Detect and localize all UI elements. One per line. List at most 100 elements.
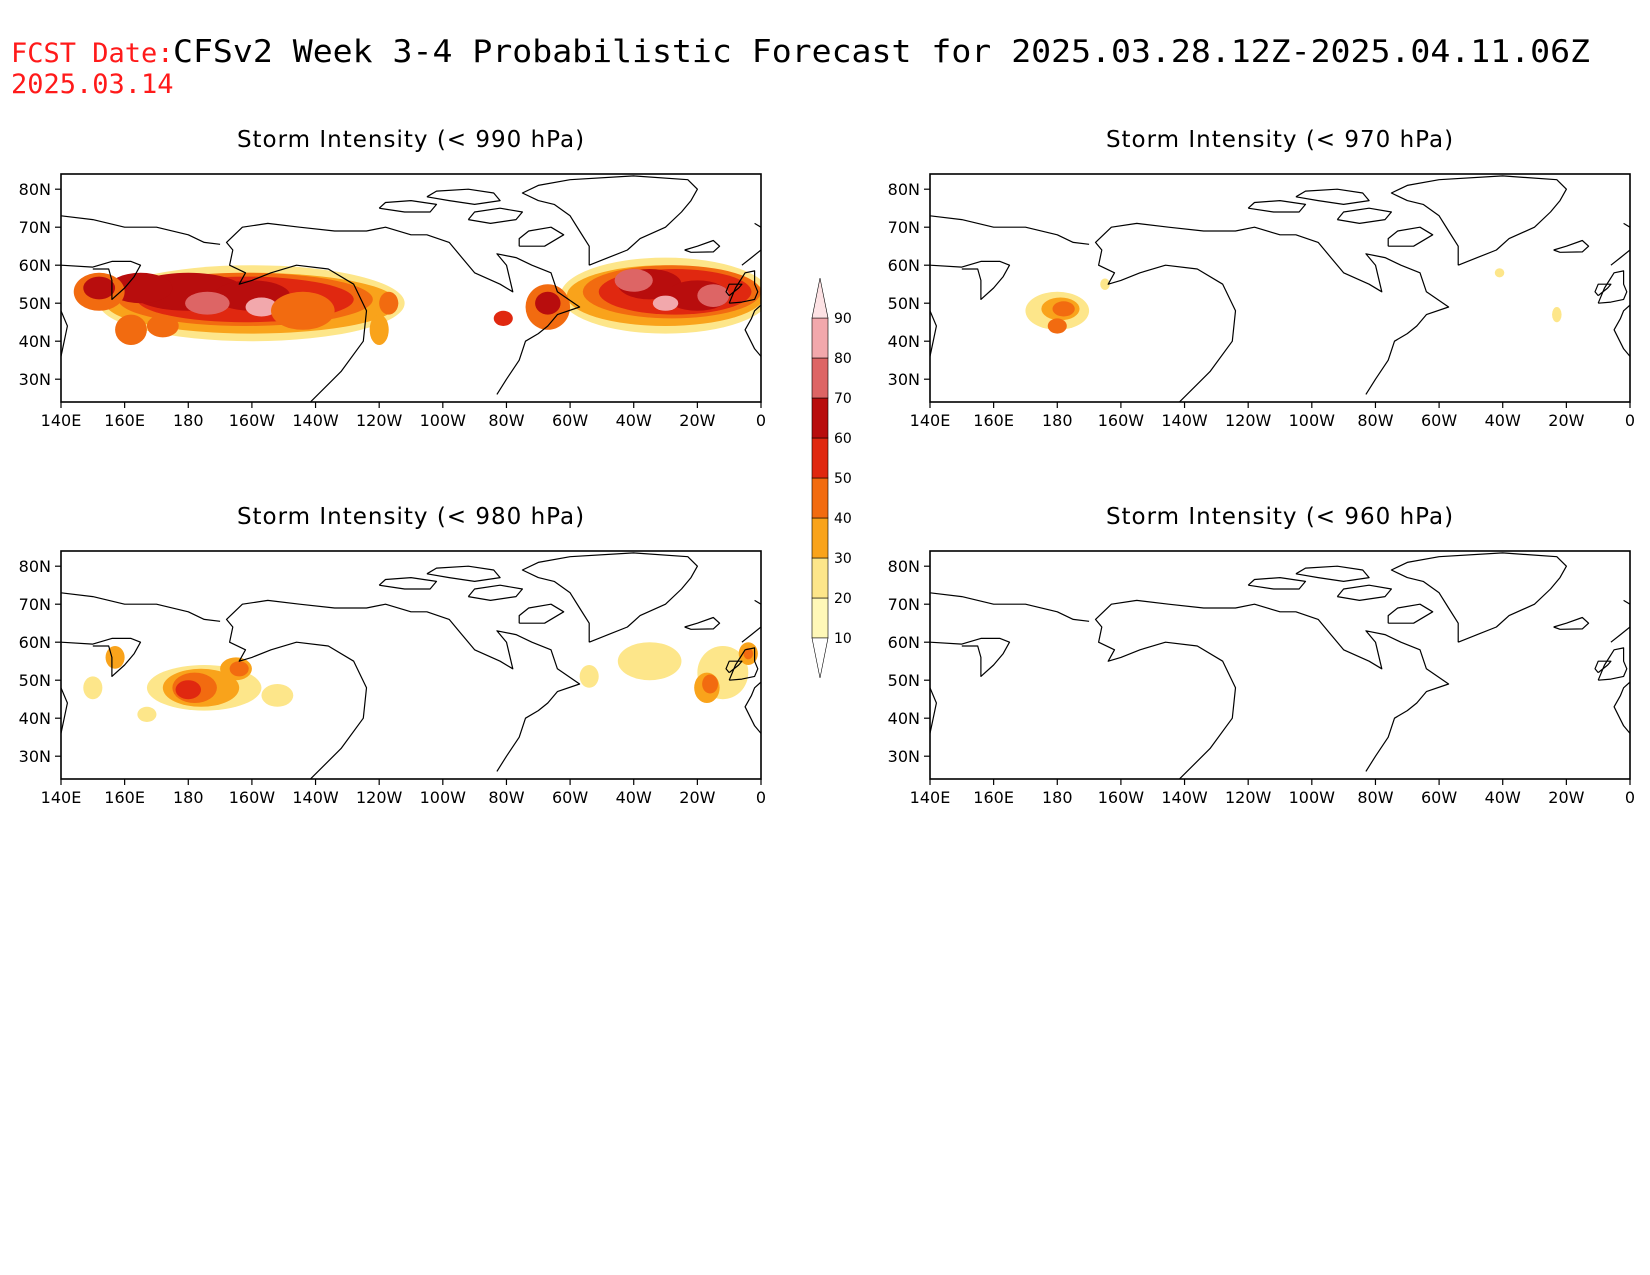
panel-970-hpa: Storm Intensity (< 970 hPa) 140E 160E 180 1…	[888, 127, 1635, 430]
coastline	[1336, 584, 1392, 601]
lon-tick-label: 60W	[1421, 788, 1457, 807]
probability-blob	[261, 684, 294, 707]
probability-blob	[1494, 268, 1505, 278]
lon-tick-label: 180	[173, 411, 204, 430]
colorbar-segment	[811, 477, 829, 519]
lat-tick-label: 40N	[888, 709, 920, 728]
lon-tick-label: 140W	[292, 788, 339, 807]
coastline	[1387, 603, 1434, 624]
colorbar-segment	[811, 357, 829, 399]
coastline	[1553, 616, 1590, 630]
lat-tick-label: 40N	[888, 332, 920, 351]
probability-blob	[245, 297, 278, 317]
coastline	[741, 599, 761, 643]
coastline	[1390, 552, 1567, 643]
coastline	[684, 616, 721, 630]
coastline	[744, 681, 761, 734]
fcst-date-value: 2025.03.14	[11, 69, 174, 100]
lon-tick-label: 140W	[1161, 411, 1208, 430]
lon-tick-label: 100W	[1289, 788, 1336, 807]
lon-tick-label: 120W	[356, 411, 403, 430]
lon-tick-label: 160E	[973, 788, 1014, 807]
probability-blob	[115, 314, 147, 345]
coastline	[1613, 304, 1630, 357]
coastline	[930, 215, 1090, 245]
lon-tick-label: 60W	[552, 411, 588, 430]
probability-blob	[146, 314, 179, 338]
lon-tick-label: 40W	[616, 788, 652, 807]
map-frame	[929, 173, 1631, 403]
lon-tick-label: 140E	[910, 411, 951, 430]
probability-blob	[175, 680, 201, 700]
colorbar-label: 90	[834, 311, 852, 327]
lon-tick-label: 160W	[229, 788, 276, 807]
coastline	[61, 637, 142, 677]
lon-tick-label: 160E	[973, 411, 1014, 430]
coastline	[61, 215, 221, 245]
probability-blob	[1100, 278, 1110, 290]
coastline	[930, 687, 937, 734]
lon-tick-label: 40W	[1485, 788, 1521, 807]
probability-blob	[652, 295, 679, 311]
coastline	[1553, 239, 1590, 253]
panel-960-hpa: Storm Intensity (< 960 hPa) 140E 160E 180 1…	[888, 504, 1635, 807]
lat-tick-label: 70N	[888, 595, 920, 614]
panel-990-hpa: Storm Intensity (< 990 hPa) 140E 160E 180 1…	[19, 127, 766, 430]
coastline	[1336, 207, 1392, 224]
lon-tick-label: 80W	[1357, 411, 1393, 430]
lat-tick-label: 50N	[888, 671, 920, 690]
coastlines	[930, 552, 1630, 779]
colorbar: 10 20 30 40 50 60 70 80 90	[811, 277, 852, 679]
lon-tick-label: 100W	[1289, 411, 1336, 430]
lon-tick-label: 180	[1042, 411, 1073, 430]
coastline	[61, 260, 142, 300]
probability-blob	[83, 676, 103, 700]
lon-tick-label: 180	[173, 788, 204, 807]
map-frame	[929, 550, 1631, 780]
header: FCST Date: 2025.03.14 CFSv2 Week 3-4 Pro…	[11, 34, 1590, 100]
coastline	[930, 637, 1011, 677]
probability-blob	[697, 284, 730, 307]
lon-tick-label: 140E	[41, 788, 82, 807]
probability-blob	[379, 291, 399, 315]
lon-tick-label: 160W	[1098, 788, 1145, 807]
colorbar-label: 50	[834, 471, 852, 487]
lon-tick-label: 80W	[488, 411, 524, 430]
panel-980-hpa: Storm Intensity (< 980 hPa) 140E 160E 180 1…	[19, 504, 766, 807]
probability-blob	[108, 272, 173, 304]
lon-tick-label: 160W	[229, 411, 276, 430]
lat-tick-label: 60N	[888, 256, 920, 275]
coastline	[61, 687, 68, 734]
colorbar-label: 30	[834, 551, 852, 567]
lon-tick-label: 140W	[1161, 788, 1208, 807]
coastline	[1610, 222, 1630, 266]
lat-tick-label: 50N	[888, 294, 920, 313]
probability-blob	[137, 706, 157, 722]
lon-tick-label: 0	[1625, 411, 1635, 430]
coastline	[1094, 599, 1450, 779]
coastline	[61, 310, 68, 357]
probability-field	[73, 257, 761, 345]
probability-blob	[229, 661, 249, 677]
fcst-date-label: FCST Date:	[11, 38, 174, 69]
coastline	[426, 188, 501, 205]
lat-tick-label: 30N	[19, 747, 51, 766]
lon-tick-label: 0	[756, 788, 766, 807]
lon-tick-label: 60W	[1421, 411, 1457, 430]
coastline	[426, 565, 501, 582]
panel-title: Storm Intensity (< 990 hPa)	[237, 127, 585, 153]
lon-tick-label: 140W	[292, 411, 339, 430]
colorbar-bottom-triangle	[811, 637, 829, 679]
coastline	[744, 304, 761, 357]
lat-tick-label: 80N	[888, 557, 920, 576]
colorbar-label: 40	[834, 511, 852, 527]
lon-tick-label: 0	[1625, 788, 1635, 807]
coastline	[61, 592, 221, 622]
coastline	[1295, 565, 1370, 582]
coastlines	[930, 175, 1630, 402]
colorbar-segment	[811, 397, 829, 439]
coastline	[1247, 577, 1307, 590]
coastline	[225, 599, 581, 779]
coastline	[225, 222, 581, 402]
